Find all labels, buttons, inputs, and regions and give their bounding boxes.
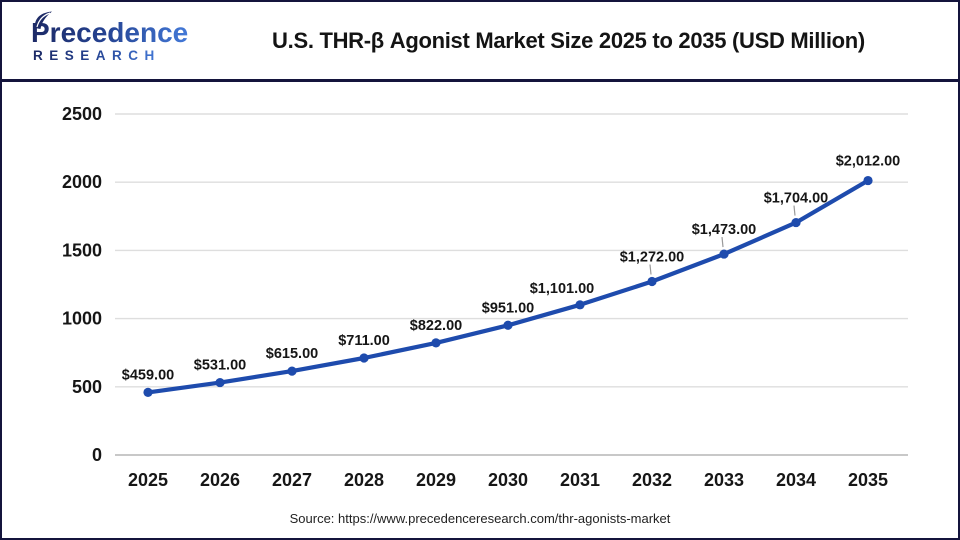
y-tick-label: 2500 <box>62 104 102 124</box>
trend-line <box>145 178 871 395</box>
y-tick-label: 500 <box>72 377 102 397</box>
data-point <box>215 377 225 388</box>
x-tick-label: 2035 <box>848 470 888 490</box>
data-label: $531.00 <box>194 358 246 374</box>
data-label: $1,473.00 <box>692 222 757 238</box>
x-tick-label: 2025 <box>128 470 168 490</box>
chart-area: 0 500 1000 1500 2000 2500 2025 2026 2027 2028 2029… <box>2 82 958 506</box>
source-citation: Source: https://www.precedenceresearch.c… <box>289 511 671 526</box>
data-label: $1,272.00 <box>620 249 685 265</box>
data-point <box>863 175 873 186</box>
data-point <box>791 217 801 228</box>
logo-wordmark: Precedence <box>31 17 188 48</box>
label-leader-line <box>721 237 724 248</box>
x-tick-label: 2032 <box>632 470 672 490</box>
leaf-icon <box>34 11 52 29</box>
label-leader-line <box>793 205 796 216</box>
data-label: $711.00 <box>338 333 390 349</box>
precedence-research-logo: Precedence RESEARCH <box>2 11 207 70</box>
y-tick-label: 0 <box>92 445 102 465</box>
data-point <box>719 249 729 259</box>
x-tick-label: 2027 <box>272 470 312 490</box>
page-title: U.S. THR-β Agonist Market Size 2025 to 2… <box>272 27 865 53</box>
data-label: $615.00 <box>266 346 318 362</box>
x-tick-label: 2029 <box>416 470 456 490</box>
line-chart: 0 500 1000 1500 2000 2500 2025 2026 2027 2028 2029… <box>62 104 908 490</box>
header: Precedence RESEARCH U.S. THR-β Agonist M… <box>2 2 958 82</box>
x-tick-label: 2028 <box>344 470 384 490</box>
data-point <box>575 300 585 310</box>
x-tick-label: 2026 <box>200 470 240 490</box>
logo-subtitle: RESEARCH <box>33 48 161 63</box>
data-label: $1,101.00 <box>530 281 595 297</box>
leaf-vein <box>36 12 51 28</box>
data-point <box>359 353 369 363</box>
data-label: $951.00 <box>482 300 534 316</box>
data-label: $459.00 <box>122 367 174 383</box>
data-point <box>143 387 153 397</box>
y-tick-label: 1500 <box>62 240 102 260</box>
x-tick-label: 2031 <box>560 470 600 490</box>
y-tick-label: 1000 <box>62 309 102 329</box>
label-leader-line <box>649 264 652 275</box>
data-point <box>647 276 657 287</box>
data-label: $1,704.00 <box>764 191 829 207</box>
x-tick-label: 2034 <box>776 470 816 490</box>
data-point <box>503 320 513 330</box>
data-label: $822.00 <box>410 318 462 334</box>
data-point <box>431 338 441 348</box>
data-label: $2,012.00 <box>836 154 901 170</box>
y-tick-label: 2000 <box>62 172 102 192</box>
data-point <box>287 366 297 376</box>
x-tick-label: 2030 <box>488 470 528 490</box>
x-tick-label: 2033 <box>704 470 744 490</box>
logo-graphic: Precedence RESEARCH <box>31 11 188 63</box>
